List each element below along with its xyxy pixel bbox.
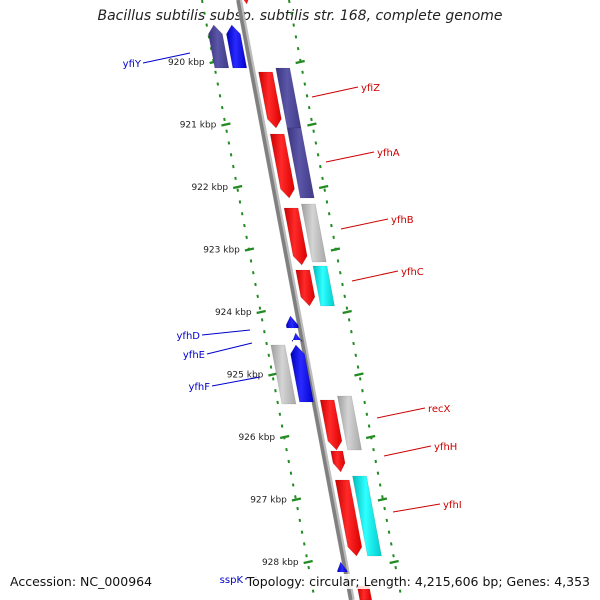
scale-tick-label: 922 kbp: [191, 183, 228, 193]
scale-tick-mark: [342, 309, 352, 315]
scale-tick-mark: [330, 247, 341, 252]
gene-label-yfhD[interactable]: yfhD: [177, 331, 201, 342]
gene-feature: [226, 24, 248, 69]
gene-label-yfhB[interactable]: yfhB: [391, 215, 414, 226]
scale-tick-label: 926 kbp: [238, 433, 275, 443]
gene-feature: [295, 269, 316, 307]
gene-feature: [312, 265, 335, 307]
gene-label-leader: [311, 86, 359, 98]
gene-label-yfiY[interactable]: yfiY: [123, 59, 142, 70]
scale-tick-mark: [291, 497, 302, 502]
gene-label-leader: [351, 270, 399, 282]
gene-feature: [286, 127, 315, 199]
gene-feature: [283, 207, 308, 266]
scale-tick-mark: [232, 184, 243, 190]
scale-tick-mark: [268, 372, 278, 377]
scale-tick-label: 928 kbp: [262, 558, 299, 568]
gene-label-leader: [340, 218, 389, 230]
gene-label-leader: [206, 342, 253, 355]
gene-feature: [290, 344, 314, 403]
scale-tick-mark: [279, 434, 290, 440]
gene-label-leader: [142, 52, 191, 64]
scale-tick-mark: [365, 434, 376, 440]
gene-feature: [337, 561, 348, 573]
gene-feature: [291, 332, 303, 344]
genome-title: Bacillus subtilis subsp. subtilis str. 1…: [97, 8, 503, 24]
scale-tick-mark: [377, 497, 388, 502]
gene-label-yfhH[interactable]: yfhH: [434, 442, 457, 453]
scale-tick-mark: [389, 559, 399, 565]
gene-label-yfhE[interactable]: yfhE: [183, 350, 205, 361]
gene-feature: [269, 133, 295, 199]
gene-label-leader: [201, 329, 251, 336]
gene-label-leader: [392, 503, 441, 513]
genome-backbone: [236, 0, 353, 600]
scale-tick-label: 925 kbp: [227, 371, 264, 381]
gene-feature: [300, 203, 327, 263]
gene-feature: [285, 315, 300, 329]
scale-tick-mark: [256, 309, 266, 315]
topology-text: Topology: circular; Length: 4,215,606 bp…: [246, 574, 590, 589]
scale-tick-mark: [295, 59, 305, 65]
scale-tick-mark: [303, 559, 313, 565]
scale-tick-mark: [318, 184, 329, 190]
scale-tick-label: 924 kbp: [215, 308, 252, 318]
gene-label-leader: [211, 376, 261, 387]
gene-label-recX[interactable]: recX: [428, 404, 451, 415]
gene-label-leader: [325, 151, 375, 163]
axis-layer: [236, 0, 355, 600]
gene-feature: [330, 450, 346, 473]
gene-feature: [208, 24, 230, 69]
scale-tick-mark: [307, 122, 317, 127]
grid-layer: [201, 0, 403, 600]
gene-label-sspK[interactable]: sspK: [220, 575, 244, 586]
accession-text: Accession: NC_000964: [10, 574, 153, 589]
gene-feature: [337, 395, 362, 451]
gene-feature: [258, 71, 282, 129]
gene-label-yfhA[interactable]: yfhA: [377, 148, 400, 159]
gene-feature: [352, 475, 382, 557]
gene-feature: [270, 344, 297, 405]
scale-tick-label: 927 kbp: [250, 496, 287, 506]
gene-label-leader: [376, 407, 426, 419]
scale-tick-label: 920 kbp: [168, 58, 205, 68]
scale-tick-mark: [244, 247, 255, 252]
scale-tick-label: 923 kbp: [203, 246, 240, 256]
gene-feature: [319, 399, 343, 451]
gene-layer: [208, 0, 382, 600]
scale-tick-label: 921 kbp: [180, 121, 217, 131]
gene-label-leader: [383, 445, 432, 457]
scale-tick-mark: [221, 122, 231, 127]
gene-feature: [243, 0, 249, 5]
scale-tick-mark: [354, 372, 364, 377]
gene-label-yfhI[interactable]: yfhI: [443, 500, 462, 511]
gene-feature: [334, 479, 363, 557]
gene-label-yfhF[interactable]: yfhF: [188, 382, 210, 393]
gene-label-yfiZ[interactable]: yfiZ: [361, 83, 380, 94]
gene-label-yfhC[interactable]: yfhC: [401, 267, 424, 278]
label-layer: 920 kbp 921 kbp 922 kbp 923 kbp 924 kbp 925 k…: [123, 52, 462, 586]
